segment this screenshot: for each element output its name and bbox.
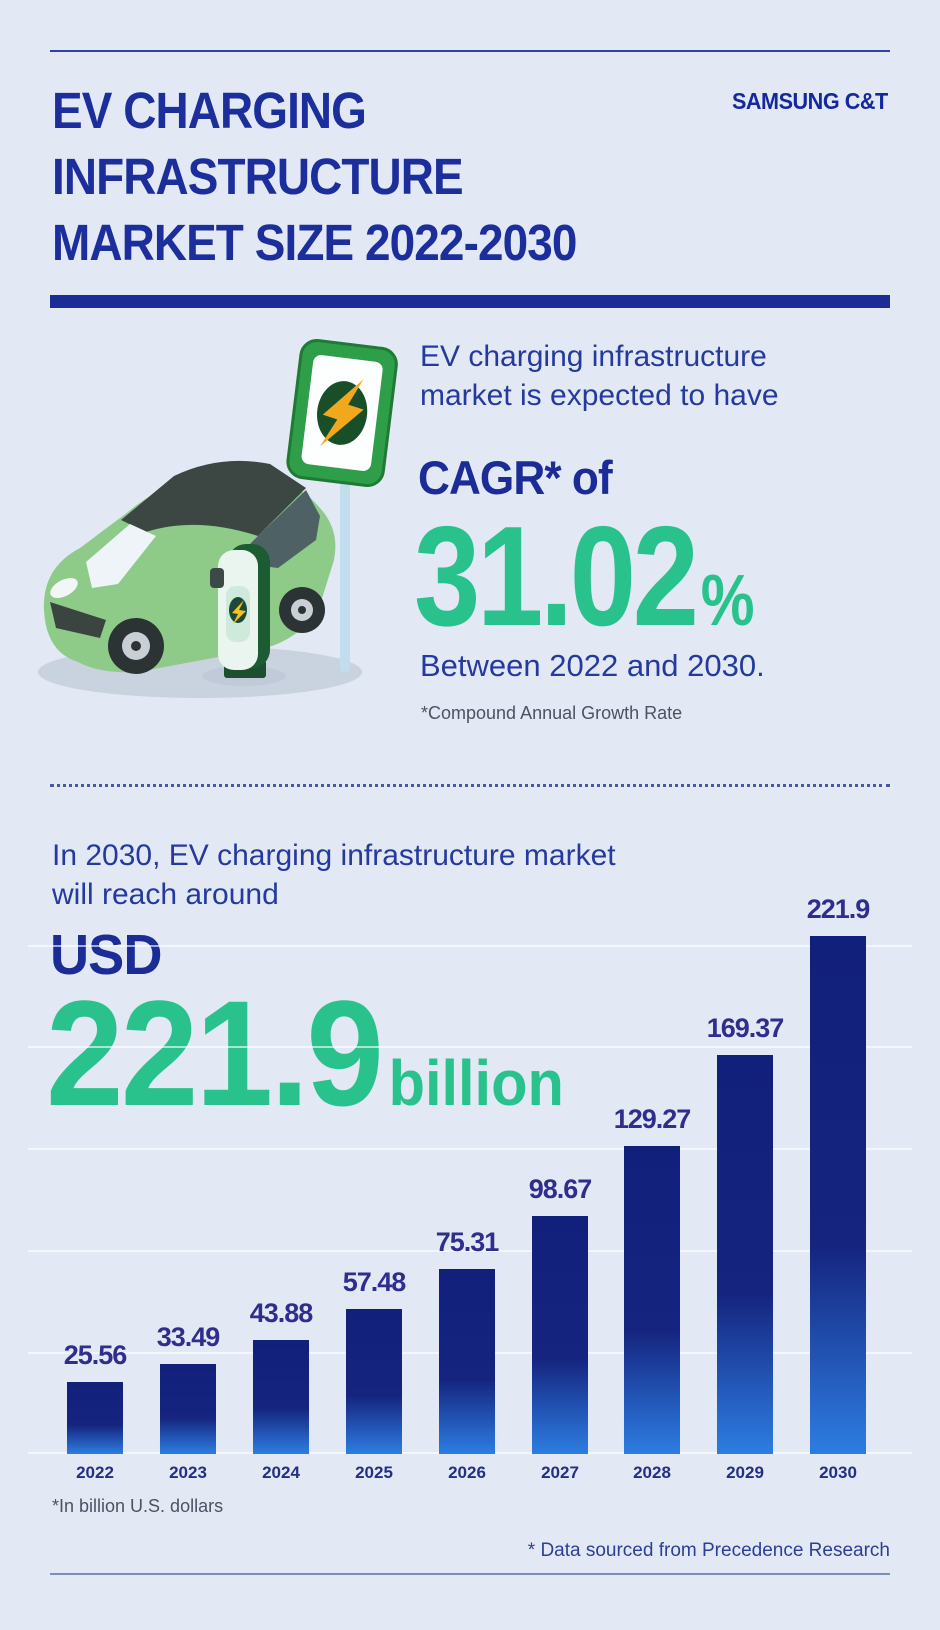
market-big-value: 221.9 [46,969,384,1137]
page-title: EV CHARGING INFRASTRUCTURE MARKET SIZE 2… [52,78,577,276]
title-underline-bar [50,295,890,308]
plug-holster [210,568,224,588]
axis-year-label: 2030 [819,1463,857,1482]
cagr-range-text: Between 2022 and 2030. [420,648,765,683]
bar-value-label: 169.37 [706,1013,785,1043]
axis-year-label: 2026 [448,1463,486,1482]
axis-year-label: 2024 [262,1463,300,1482]
gridline [28,1250,912,1252]
bar-value-label: 221.9 [806,894,871,924]
currency-label: USD [50,923,162,987]
bar-2025 [346,1309,402,1454]
bottom-divider [50,1573,890,1575]
cagr-value: 31.02 [414,497,699,656]
bar-2026 [439,1269,495,1454]
page-title-line-2: INFRASTRUCTURE [52,148,464,205]
bar-value-label: 33.49 [156,1322,221,1352]
bar-value-label: 43.88 [249,1298,314,1328]
bar-2022 [67,1382,123,1454]
cagr-label: CAGR* of [418,451,613,504]
market-intro-text: In 2030, EV charging infrastructure mark… [52,836,616,914]
top-divider [50,50,890,52]
ev-sign-icon [286,339,398,488]
ev-car-charging-illustration [38,339,398,698]
bar-value-label: 75.31 [435,1227,500,1257]
axis-year-label: 2027 [541,1463,579,1482]
hero-intro-line-1: EV charging infrastructure [420,340,767,373]
samsung-ct-logo: SAMSUNG C&T [732,88,888,114]
axis-year-label: 2028 [633,1463,671,1482]
lightning-bolt-icon [319,379,364,447]
station-bolt-icon [232,600,246,624]
axis-year-label: 2029 [726,1463,764,1482]
chart-footnote: *In billion U.S. dollars [52,1496,224,1516]
cagr-footnote: *Compound Annual Growth Rate [421,703,683,723]
bar-value-label: 129.27 [613,1104,692,1134]
market-intro-line-1: In 2030, EV charging infrastructure mark… [52,839,616,872]
bar-2029 [717,1055,773,1454]
gridline [28,1352,912,1354]
ev-car [43,460,336,674]
bar-value-label: 25.56 [63,1340,128,1370]
gridline [28,1148,912,1150]
bar-2024 [253,1340,309,1454]
axis-year-label: 2023 [169,1463,207,1482]
hero-intro-text: EV charging infrastructure market is exp… [420,337,779,415]
hero-intro-line-2: market is expected to have [420,379,779,412]
bar-value-label: 57.48 [342,1267,407,1297]
cagr-percent-sign: % [700,561,755,641]
gridline [28,1452,912,1454]
data-source-note: * Data sourced from Precedence Research [527,1540,890,1561]
sign-pole [340,476,350,672]
market-big-unit: billion [388,1047,564,1119]
bar-2030 [810,936,866,1454]
page-title-line-1: EV CHARGING [52,82,367,139]
page-title-line-3: MARKET SIZE 2022-2030 [52,214,577,271]
bar-value-label: 98.67 [528,1174,593,1204]
market-value-row: 221.9 billion [46,978,564,1128]
bar-2023 [160,1364,216,1454]
bar-2028 [624,1146,680,1454]
charging-station-icon [202,544,286,686]
market-intro-line-2: will reach around [52,878,279,911]
axis-year-label: 2022 [76,1463,114,1482]
cagr-value-row: 31.02% [414,506,755,648]
bar-2027 [532,1216,588,1454]
dotted-divider [50,784,890,787]
axis-year-label: 2025 [355,1463,393,1482]
